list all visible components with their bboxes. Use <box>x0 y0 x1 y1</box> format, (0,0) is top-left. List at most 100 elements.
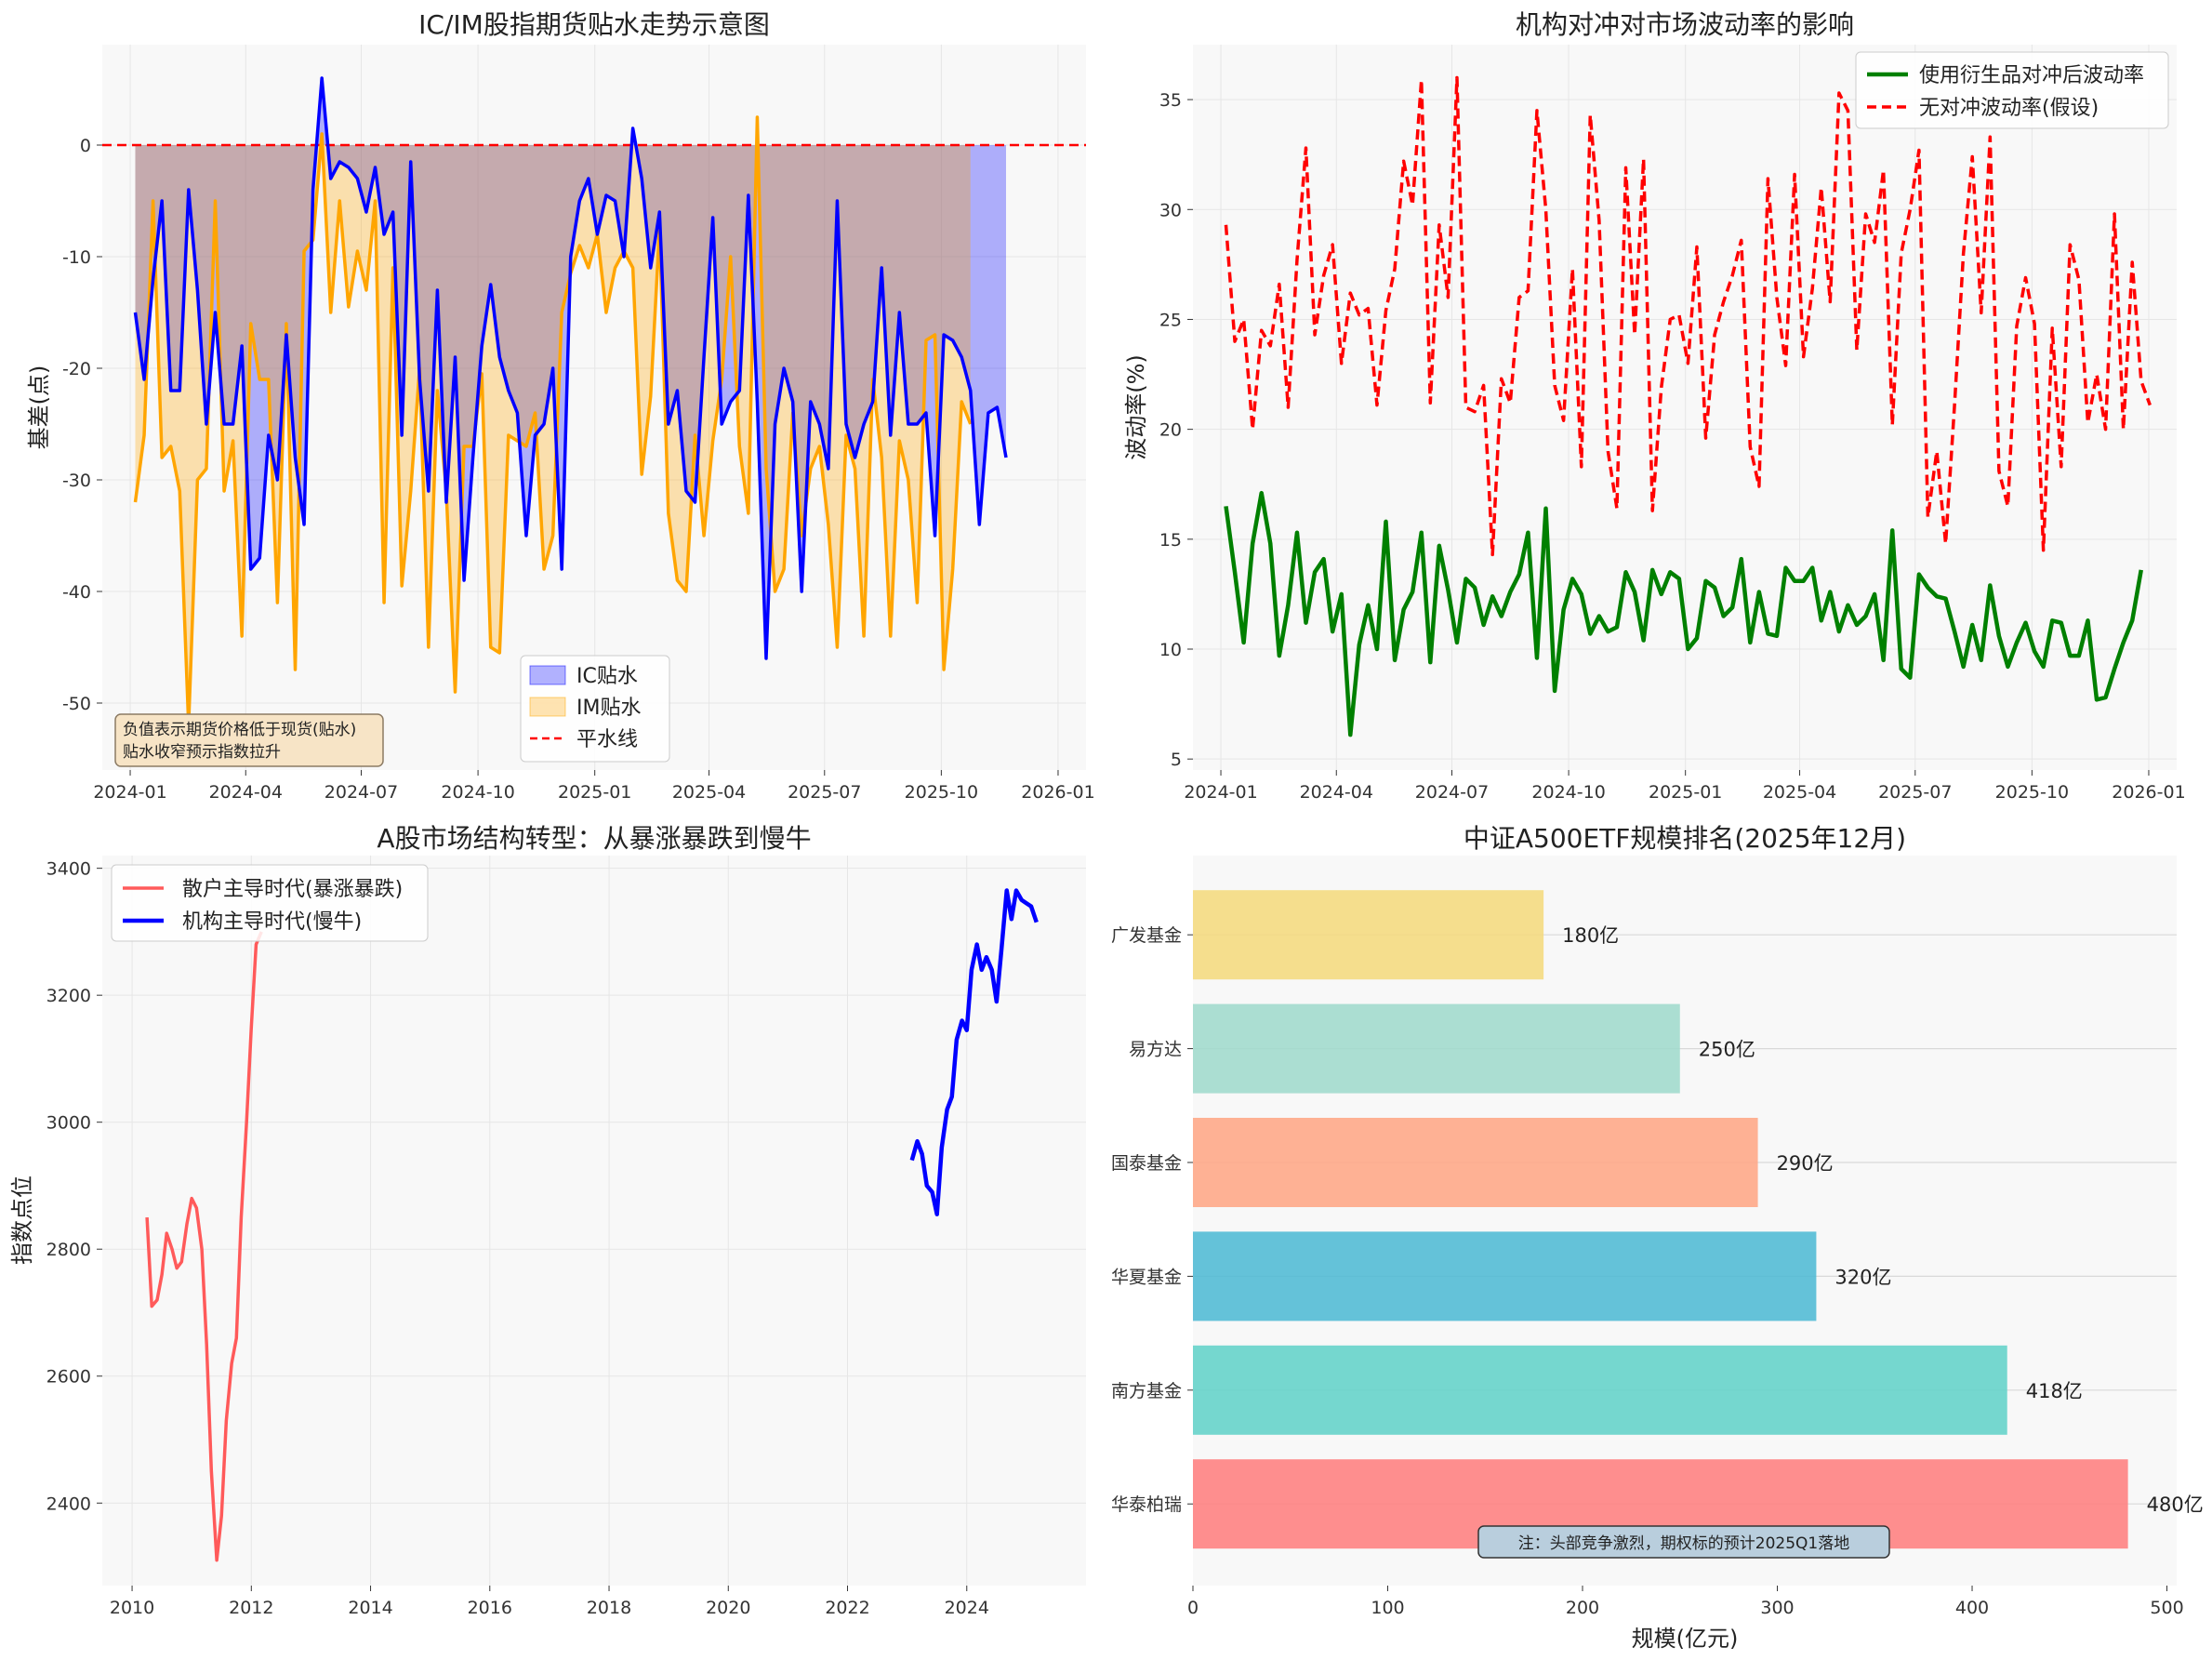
y-axis-label: 指数点位 <box>9 1175 35 1265</box>
legend-label-retail: 散户主导时代(暴涨暴跌) <box>182 878 403 901</box>
bar-value-label: 480亿 <box>2147 1494 2204 1516</box>
x-tick-label: 300 <box>1760 1598 1794 1618</box>
y-tick-label: 15 <box>1159 530 1182 551</box>
y-axis-label: 波动率(%) <box>1123 354 1149 460</box>
panel-a-share-structure: 散户主导时代(暴涨暴跌) 机构主导时代(慢牛) 2010 2012 2014 2016 2… <box>9 823 1086 1618</box>
y-tick-label: 5 <box>1171 750 1182 770</box>
y-tick-label: -40 <box>62 582 91 603</box>
x-tick-label: 2026-01 <box>1021 782 1094 803</box>
bar-value-label: 250亿 <box>1699 1039 1755 1061</box>
y-tick-label: 易方达 <box>1129 1040 1182 1060</box>
x-tick-label: 2014 <box>348 1598 392 1618</box>
y-tick-label: 35 <box>1159 90 1182 111</box>
y-tick-label: -30 <box>62 471 91 491</box>
x-tick-label: 2024-07 <box>1415 782 1489 803</box>
x-tick-label: 2012 <box>229 1598 273 1618</box>
x-tick-label: 2026-01 <box>2112 782 2185 803</box>
x-tick-label: 2025-01 <box>1649 782 1722 803</box>
x-tick-label: 2022 <box>825 1598 869 1618</box>
x-tick-label: 2025-04 <box>672 782 746 803</box>
bar <box>1193 1004 1680 1094</box>
legend: 散户主导时代(暴涨暴跌) 机构主导时代(慢牛) <box>112 865 428 941</box>
chart-title: 中证A500ETF规模排名(2025年12月) <box>1464 823 1906 854</box>
x-tick-label: 0 <box>1187 1598 1199 1618</box>
legend-label-ic: IC贴水 <box>576 665 638 688</box>
y-tick-label: -20 <box>62 359 91 379</box>
bar <box>1193 1231 1816 1321</box>
bar-value-label: 180亿 <box>1562 924 1619 947</box>
x-tick-label: 2025-01 <box>558 782 631 803</box>
x-tick-label: 2025-07 <box>788 782 861 803</box>
bar-value-label: 290亿 <box>1777 1152 1834 1175</box>
x-tick-label: 2025-10 <box>905 782 978 803</box>
bar <box>1193 890 1543 979</box>
y-tick-label: 20 <box>1159 420 1182 441</box>
x-tick-label: 500 <box>2150 1598 2183 1618</box>
legend-label-unhedged: 无对冲波动率(假设) <box>1919 97 2099 120</box>
x-tick-label: 2024 <box>945 1598 989 1618</box>
legend-label-hedged: 使用衍生品对冲后波动率 <box>1919 64 2144 87</box>
y-tick-label: -10 <box>62 247 91 268</box>
x-tick-label: 2025-04 <box>1763 782 1836 803</box>
annotation-box: 负值表示期货价格低于现货(贴水) 贴水收窄预示指数拉升 <box>115 714 383 766</box>
y-tick-label: 0 <box>80 136 91 156</box>
x-tick-label: 400 <box>1955 1598 1989 1618</box>
panel-etf-ranking: 180亿 250亿 290亿 320亿 418亿 480亿注：头部竞争激烈，期权标的预计2… <box>1111 823 2204 1652</box>
legend-label-institutional: 机构主导时代(慢牛) <box>182 910 362 934</box>
bar <box>1193 1118 1758 1207</box>
y-tick-label: 华夏基金 <box>1111 1267 1182 1287</box>
x-tick-label: 2025-07 <box>1878 782 1952 803</box>
y-tick-label: 2800 <box>46 1240 91 1260</box>
chart-title: A股市场结构转型：从暴涨暴跌到慢牛 <box>377 823 811 854</box>
figure: IC贴水 IM贴水平水线 负值表示期货价格低于现货(贴水) 贴水收窄预示指数拉升 20… <box>0 0 2212 1660</box>
y-tick-label: 3200 <box>46 986 91 1006</box>
bar-value-label: 320亿 <box>1835 1266 1891 1288</box>
legend-label-zero: 平水线 <box>576 728 638 751</box>
x-axis-label: 规模(亿元) <box>1632 1626 1739 1652</box>
y-tick-label: 25 <box>1159 310 1182 330</box>
x-tick-label: 2024-01 <box>1184 782 1257 803</box>
bar <box>1193 1346 2007 1435</box>
x-tick-label: 2020 <box>706 1598 750 1618</box>
y-tick-label: 3000 <box>46 1113 91 1134</box>
x-tick-label: 2024-04 <box>1300 782 1373 803</box>
x-tick-label: 2025-10 <box>1995 782 2069 803</box>
y-tick-label: 3400 <box>46 859 91 880</box>
x-tick-label: 2024-07 <box>325 782 398 803</box>
x-tick-label: 200 <box>1566 1598 1599 1618</box>
x-tick-label: 2018 <box>587 1598 631 1618</box>
x-tick-label: 100 <box>1371 1598 1404 1618</box>
x-tick-label: 2010 <box>110 1598 154 1618</box>
legend-label-im: IM贴水 <box>576 697 641 720</box>
y-tick-label: 2600 <box>46 1367 91 1388</box>
y-tick-label: 国泰基金 <box>1111 1153 1182 1174</box>
annotation-line-1: 负值表示期货价格低于现货(贴水) <box>123 721 356 739</box>
annotation-box: 注：头部竞争激烈，期权标的预计2025Q1落地 <box>1478 1526 1889 1558</box>
bar-value-label: 418亿 <box>2026 1380 2083 1402</box>
x-tick-label: 2024-01 <box>93 782 166 803</box>
y-tick-label: 华泰柏瑞 <box>1111 1494 1182 1515</box>
plot-area <box>102 856 1086 1586</box>
x-tick-label: 2016 <box>468 1598 512 1618</box>
y-axis-label: 基差(点) <box>26 365 52 450</box>
y-tick-label: 10 <box>1159 640 1182 660</box>
y-tick-label: -50 <box>62 694 91 714</box>
legend-swatch-ic <box>530 666 565 684</box>
y-tick-label: 南方基金 <box>1111 1381 1182 1401</box>
x-tick-label: 2024-04 <box>209 782 283 803</box>
annotation-line-2: 贴水收窄预示指数拉升 <box>123 743 281 762</box>
x-tick-label: 2024-10 <box>1531 782 1605 803</box>
y-tick-label: 30 <box>1159 200 1182 220</box>
y-tick-label: 2400 <box>46 1494 91 1514</box>
x-tick-label: 2024-10 <box>441 782 514 803</box>
legend-swatch-im <box>530 697 565 716</box>
y-tick-label: 广发基金 <box>1111 925 1182 946</box>
plot-area <box>1193 45 2177 770</box>
chart-title: 机构对冲对市场波动率的影响 <box>1516 9 1854 40</box>
chart-title: IC/IM股指期货贴水走势示意图 <box>418 9 770 40</box>
annotation-text: 注：头部竞争激烈，期权标的预计2025Q1落地 <box>1518 1534 1849 1553</box>
